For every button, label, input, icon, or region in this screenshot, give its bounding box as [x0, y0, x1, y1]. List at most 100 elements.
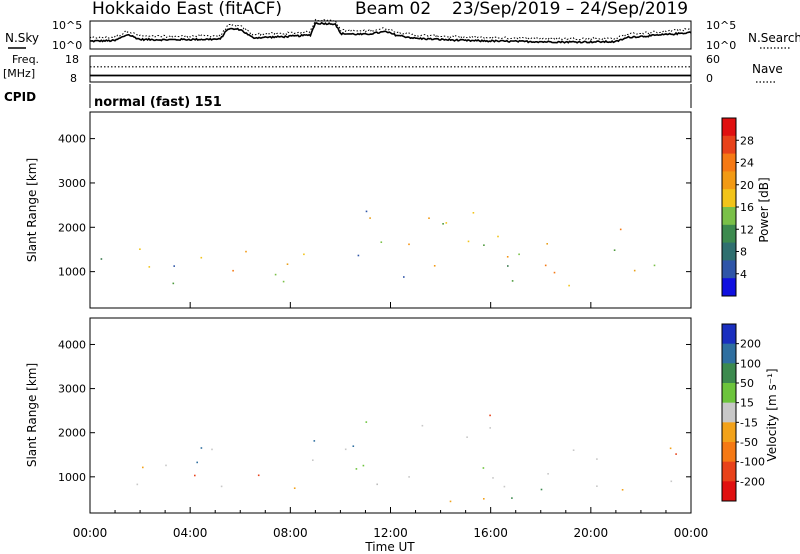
- power-data-point: [380, 241, 383, 243]
- nave-bottom-tick: 0: [706, 72, 713, 85]
- velocity-colorbar-swatch: [722, 402, 736, 423]
- power-colorbar-swatch: [722, 171, 736, 190]
- power-colorbar-tick-label: 16: [740, 201, 754, 214]
- velocity-data-point: [352, 445, 355, 447]
- power-data-point: [274, 273, 277, 276]
- power-colorbar-tick-label: 20: [740, 179, 754, 192]
- noise-left-label: N.Sky: [5, 31, 39, 45]
- velocity-data-point: [196, 461, 198, 464]
- power-data-point: [653, 264, 656, 267]
- noise-top-tick-left: 10^5: [52, 19, 82, 32]
- velocity-data-point: [621, 489, 624, 491]
- noise-bottom-tick-left: 10^0: [52, 39, 82, 52]
- power-colorbar: 28 24 20 16 12 8 4: [721, 117, 754, 297]
- nave-label: Nave: [752, 62, 783, 76]
- power-panel: 4000 3000 2000 1000 Slant Range [km] 28 24 20…: [25, 111, 771, 309]
- velocity-y-tick-label: 4000: [58, 338, 86, 351]
- velocity-colorbar-frame: [721, 323, 737, 502]
- velocity-colorbar-swatch: [722, 461, 736, 482]
- velocity-colorbar-swatch: [722, 343, 736, 364]
- power-data-point: [507, 265, 509, 267]
- power-data-point: [506, 256, 509, 258]
- noise-top-tick-right: 10^5: [706, 19, 736, 32]
- velocity-data-point: [293, 487, 296, 489]
- freq-bottom-tick: 8: [70, 72, 77, 85]
- time-x-tick-label: 00:00: [73, 526, 108, 540]
- velocity-data-point: [547, 473, 549, 475]
- velocity-data-point: [466, 436, 468, 438]
- velocity-region-0: [136, 440, 316, 489]
- power-region-10: [619, 228, 622, 231]
- power-data-point: [148, 266, 151, 268]
- power-region-6: [428, 217, 430, 219]
- velocity-data-point: [572, 449, 575, 451]
- power-data-point: [546, 243, 548, 245]
- velocity-data-point: [449, 500, 452, 503]
- velocity-colorbar-swatch: [722, 363, 736, 384]
- power-data-point: [173, 265, 175, 267]
- velocity-colorbar-tick-label: 50: [740, 377, 754, 390]
- velocity-data-point: [670, 480, 673, 483]
- power-data-point: [172, 282, 175, 285]
- power-data-point: [433, 265, 436, 267]
- power-data-point: [365, 210, 368, 213]
- velocity-y-tick-label: 2000: [58, 427, 86, 440]
- power-data-point: [467, 240, 470, 243]
- power-region-2: [232, 250, 247, 272]
- velocity-data-point: [408, 476, 410, 478]
- cpid-label: CPID: [4, 90, 36, 104]
- power-y-tick-label: 2000: [58, 221, 86, 234]
- power-data-point: [303, 253, 305, 256]
- noise-sky-line: [90, 21, 692, 44]
- power-y-tick-label: 4000: [58, 133, 86, 146]
- time-x-axis: 00:00 04:00 08:00 12:00 16:00 20:00 00:00: [73, 302, 709, 540]
- power-colorbar-tick-label: 24: [740, 157, 754, 170]
- velocity-colorbar-swatch: [722, 422, 736, 443]
- velocity-data-point: [312, 459, 314, 461]
- time-x-tick-label: 00:00: [674, 526, 709, 540]
- noise-panel: N.Sky 10^5 10^0 10^5 10^0 N.Search: [5, 18, 800, 52]
- velocity-cbar-label: Velocity [m s⁻¹]: [765, 368, 779, 461]
- velocity-panel: 4000 3000 2000 1000 Slant Range [km] 200 100…: [25, 302, 779, 554]
- time-x-tick-label: 04:00: [173, 526, 208, 540]
- power-colorbar-frame: [721, 117, 737, 297]
- power-data-point: [619, 228, 622, 231]
- velocity-region-2: [492, 447, 677, 491]
- power-ylabel: Slant Range [km]: [25, 158, 39, 262]
- time-x-tick-label: 08:00: [273, 526, 308, 540]
- power-region-8: [497, 235, 656, 287]
- power-data-point: [568, 284, 570, 287]
- station-title: Hokkaido East (fitACF): [92, 0, 282, 19]
- nave-top-tick: 60: [706, 53, 720, 66]
- power-colorbar-swatch: [722, 118, 736, 137]
- velocity-data-point: [344, 448, 347, 451]
- power-colorbar-swatch: [722, 260, 736, 279]
- velocity-data-point: [489, 427, 491, 429]
- power-data-point: [100, 258, 103, 260]
- power-region-1: [148, 266, 151, 268]
- time-x-tick-label: 20:00: [574, 526, 609, 540]
- power-data-point: [445, 222, 448, 224]
- velocity-data-point: [220, 485, 223, 488]
- velocity-data-point: [483, 498, 485, 500]
- cpid-value: normal (fast) 151: [94, 95, 222, 110]
- power-data-point: [357, 254, 360, 257]
- velocity-colorbar-swatch: [722, 442, 736, 463]
- velocity-panel-frame: [89, 317, 692, 514]
- velocity-colorbar-swatch: [722, 383, 736, 404]
- velocity-data-point: [503, 485, 506, 488]
- power-colorbar-swatch: [722, 278, 736, 297]
- power-colorbar-tick-label: 8: [740, 246, 747, 259]
- velocity-colorbar-tick-label: 200: [740, 338, 761, 351]
- time-x-tick-label: 16:00: [473, 526, 508, 540]
- velocity-colorbar-tick-label: -100: [740, 456, 765, 469]
- power-data-point: [369, 217, 371, 219]
- velocity-data-point: [675, 453, 677, 455]
- velocity-data-point: [376, 483, 378, 486]
- velocity-colorbar-swatch: [722, 324, 736, 345]
- power-data-point: [518, 253, 520, 256]
- velocity-y-tick-label: 3000: [58, 383, 86, 396]
- freq-top-tick: 18: [65, 53, 79, 66]
- beam-label: Beam 02: [355, 0, 431, 19]
